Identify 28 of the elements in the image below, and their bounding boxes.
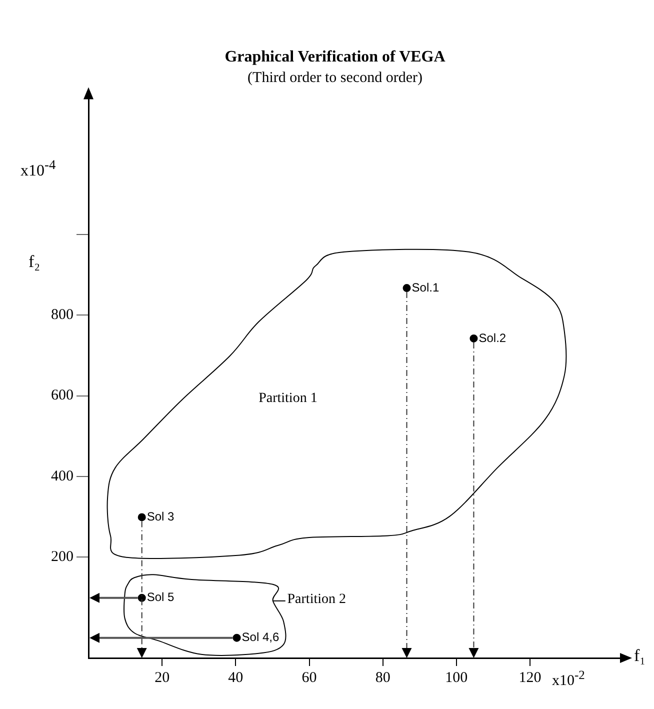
point (470, 334, 478, 342)
chart-title: Graphical Verification of VEGA (224, 48, 446, 66)
annotation: Sol.1 (412, 280, 440, 294)
annotation: Sol 3 (146, 510, 175, 524)
y-tick-label: 800 (51, 307, 74, 323)
point (232, 634, 241, 642)
x-tick-label: 100 (445, 670, 468, 686)
x-tick-label: 20 (154, 670, 170, 686)
text: x10$^{-2}$ (552, 668, 585, 690)
annotation: Partition 1 (258, 390, 318, 407)
x-tick-label: 40 (228, 670, 244, 686)
x-tick-label: 80 (375, 670, 390, 686)
y-tick-label: 600 (51, 388, 74, 404)
annotation: Partition 2 (287, 592, 346, 608)
annotation: Sol 4,6 (242, 630, 280, 644)
x-axis-title: f₁ (634, 646, 646, 666)
point (138, 513, 146, 522)
point (138, 594, 146, 602)
point (402, 284, 411, 292)
y-tick-label: 400 (51, 468, 74, 484)
text: x10$^{-4}$ (20, 157, 56, 181)
chart-subtitle: (Third order to second order) (248, 70, 422, 86)
y-axis-title: f₂ (28, 252, 40, 272)
annotation: Sol 5 (146, 590, 175, 604)
x-tick-label: 120 (518, 670, 542, 686)
annotation: Sol.2 (478, 330, 506, 345)
x-tick-label: 60 (302, 670, 317, 686)
y-tick-label: 200 (51, 549, 74, 566)
